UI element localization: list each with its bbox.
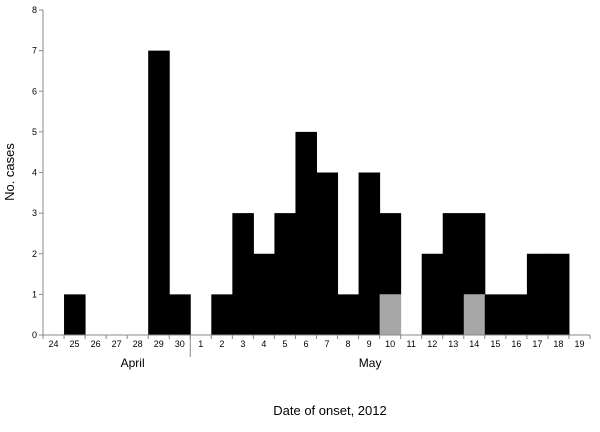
x-tick-label-9: 3	[240, 339, 245, 349]
y-tick-label-1: 1	[32, 289, 37, 299]
y-tick-label-4: 4	[32, 168, 37, 178]
y-tick-label-2: 2	[32, 249, 37, 259]
x-tick-label-13: 7	[325, 339, 330, 349]
x-tick-label-17: 11	[407, 339, 416, 349]
x-tick-label-6: 30	[175, 339, 185, 349]
bar-18	[547, 253, 570, 335]
y-tick-label-0: 0	[32, 330, 37, 340]
bar-2	[211, 294, 233, 335]
bar-8	[337, 294, 360, 335]
x-tick-label-20: 14	[469, 339, 479, 349]
bar-30	[169, 294, 191, 335]
x-tick-label-16: 10	[385, 339, 395, 349]
bar-29	[148, 50, 170, 335]
bars-layer	[64, 50, 570, 335]
bar-5	[274, 213, 296, 335]
x-tick-label-21: 15	[490, 339, 500, 349]
y-tick-label-5: 5	[32, 127, 37, 137]
bar-3	[232, 213, 254, 335]
bar-12	[421, 253, 444, 335]
x-tick-label-3: 27	[112, 339, 122, 349]
x-tick-label-7: 1	[198, 339, 203, 349]
x-tick-label-25: 19	[574, 339, 584, 349]
x-tick-label-1: 25	[70, 339, 80, 349]
bar-25	[64, 294, 86, 335]
month-label-april: April	[121, 356, 145, 370]
x-tick-label-12: 6	[303, 339, 308, 349]
x-tick-label-15: 9	[367, 339, 372, 349]
x-tick-label-8: 2	[219, 339, 224, 349]
bar-14	[463, 213, 486, 295]
x-tick-label-24: 18	[553, 339, 563, 349]
bar-10	[379, 213, 402, 295]
x-tick-label-2: 26	[91, 339, 101, 349]
y-axis-title: No. cases	[2, 143, 17, 201]
bar-grey-14	[463, 294, 486, 335]
x-tick-label-5: 29	[154, 339, 164, 349]
month-label-may: May	[359, 356, 382, 370]
x-tick-label-23: 17	[532, 339, 542, 349]
x-tick-label-4: 28	[133, 339, 143, 349]
x-tick-label-18: 12	[427, 339, 437, 349]
x-tick-label-14: 8	[346, 339, 351, 349]
x-tick-label-0: 24	[49, 339, 59, 349]
bar-6	[295, 131, 317, 335]
bar-4	[253, 253, 275, 335]
y-tick-label-7: 7	[32, 46, 37, 56]
axes-layer	[39, 9, 591, 357]
x-tick-label-10: 4	[261, 339, 266, 349]
bar-17	[526, 253, 549, 335]
x-tick-label-19: 13	[448, 339, 458, 349]
x-tick-label-11: 5	[282, 339, 287, 349]
bar-9	[358, 172, 381, 335]
bar-16	[505, 294, 528, 335]
y-tick-label-8: 8	[32, 5, 37, 15]
x-axis-title: Date of onset, 2012	[273, 403, 386, 418]
bar-7	[316, 172, 339, 335]
bar-13	[442, 213, 465, 335]
y-tick-label-3: 3	[32, 208, 37, 218]
y-tick-label-6: 6	[32, 86, 37, 96]
bar-grey-10	[379, 294, 402, 335]
bar-15	[484, 294, 507, 335]
x-tick-label-22: 16	[511, 339, 521, 349]
